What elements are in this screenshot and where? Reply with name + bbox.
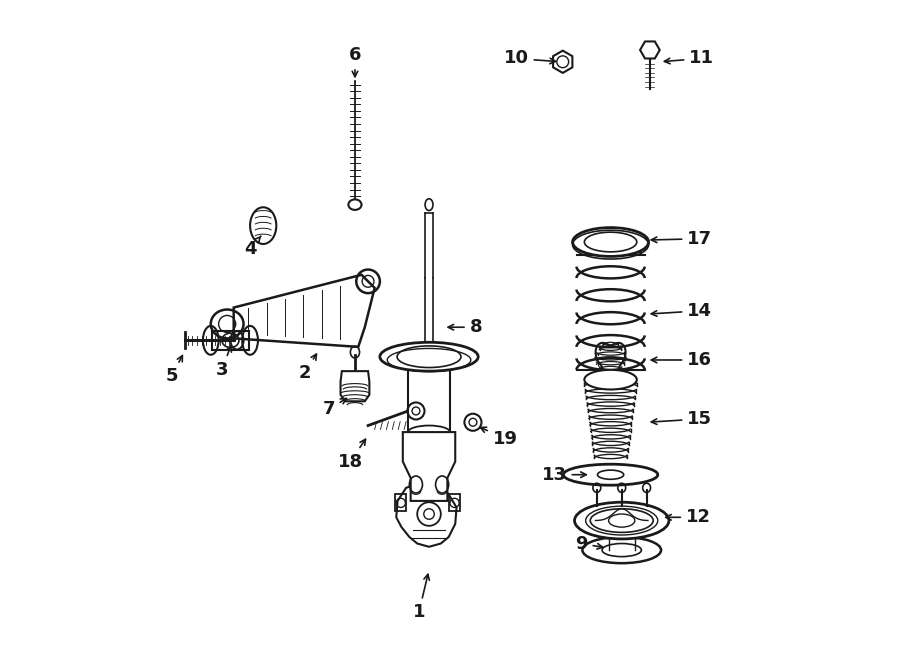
Ellipse shape: [563, 464, 658, 485]
Polygon shape: [640, 42, 660, 58]
Ellipse shape: [584, 369, 637, 389]
Polygon shape: [234, 275, 374, 347]
Text: 18: 18: [338, 439, 365, 471]
Text: 10: 10: [504, 50, 555, 67]
Ellipse shape: [582, 537, 662, 563]
Ellipse shape: [577, 504, 666, 537]
Text: 9: 9: [575, 535, 603, 553]
Text: 11: 11: [664, 50, 715, 67]
Ellipse shape: [408, 403, 425, 420]
Ellipse shape: [250, 208, 276, 244]
Text: 6: 6: [348, 46, 361, 77]
Text: 1: 1: [412, 574, 429, 621]
Text: 14: 14: [652, 302, 712, 320]
Ellipse shape: [574, 502, 669, 539]
Ellipse shape: [380, 342, 478, 371]
Text: 16: 16: [652, 351, 712, 369]
Text: 2: 2: [298, 354, 317, 382]
Text: 15: 15: [652, 410, 712, 428]
Text: 4: 4: [244, 236, 261, 258]
Text: 3: 3: [216, 346, 231, 379]
Polygon shape: [403, 432, 455, 501]
Text: 19: 19: [481, 427, 518, 447]
Ellipse shape: [572, 227, 649, 256]
Polygon shape: [396, 483, 456, 547]
Text: 17: 17: [652, 230, 712, 248]
Text: 7: 7: [322, 399, 346, 418]
Text: 13: 13: [542, 466, 586, 484]
Text: 12: 12: [666, 508, 711, 526]
Polygon shape: [340, 371, 369, 401]
Text: 5: 5: [166, 356, 183, 385]
Ellipse shape: [464, 414, 482, 431]
Text: 8: 8: [448, 318, 482, 336]
